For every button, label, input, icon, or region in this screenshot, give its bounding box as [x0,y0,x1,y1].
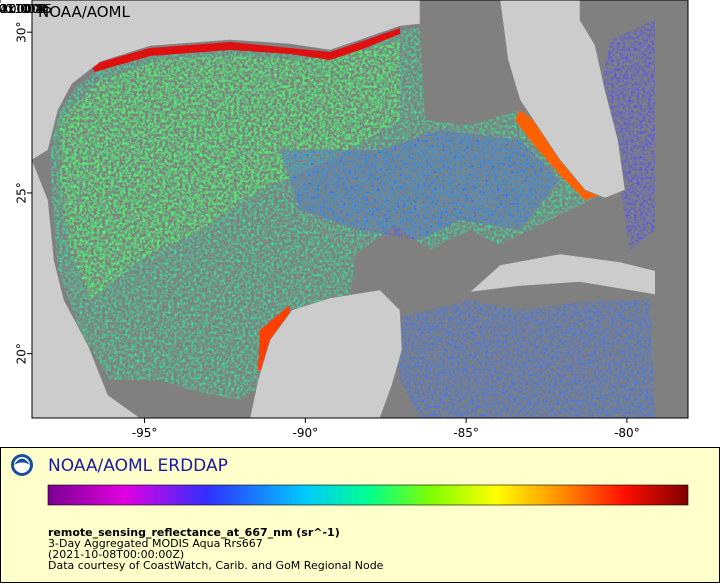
colorbar-ticks: 1x10^-52x10^-54x10^-50.00010.00020.00040… [0,0,52,16]
variable-name: remote_sensing_reflectance_at_667_nm (sr… [48,526,340,539]
credit: Data courtesy of CoastWatch, Carib. and … [48,559,384,572]
colorbar-tick-label: 0.001 [9,2,43,16]
colorbar-tick-label: 0.0001 [5,2,47,16]
lon-tick-label: -80° [614,426,640,440]
swath-blue-south [390,300,655,418]
logo-bird [14,458,30,465]
lat-tick-label: 20° [15,343,29,364]
ocean-edge [655,0,688,418]
axis-ticks: 30° 25° 20° -95° -90° -85° -80° [15,22,640,440]
watermark: NOAA/AOML [38,3,131,21]
map-area: NOAA/AOML [32,0,688,418]
land-cuba [469,253,688,301]
land-us [32,0,421,161]
lon-tick-label: -85° [453,426,479,440]
lat-tick-label: 25° [15,182,29,203]
noaa-logo [11,454,33,476]
swath-blue [280,130,560,240]
colorbar [47,484,689,506]
land [32,0,688,418]
time-label: (2021-10-08T00:00:00Z) [48,548,184,561]
swath-atlantic [600,20,655,250]
colorbar-tick-label: 0.004 [9,2,43,16]
land-florida [499,0,626,199]
colorbar-tick-label: 0.0004 [5,2,47,16]
colorbar-tick-label: 0.0002 [5,2,47,16]
land-yucatan [249,289,403,418]
colorbar-tick-label: 2x10^-5 [0,2,52,16]
colorbar-tick-label: 4x10^-5 [0,2,52,16]
colorbar-tick-label: 0.01 [0,2,14,16]
colorbar-tick-label: 0.002 [9,2,43,16]
dataset-name: 3-Day Aggregated MODIS Aqua Rrs667 [48,537,263,550]
colorbar-tick-label: 1x10^-5 [0,2,52,16]
brand-title: NOAA/AOML ERDDAP [48,456,228,476]
map-frame [31,0,689,419]
lat-tick-label: 30° [15,22,29,43]
coast-red-us [90,28,400,72]
lon-tick-label: -90° [293,426,319,440]
lon-tick-label: -95° [132,426,158,440]
land-mexico [32,159,141,418]
swath-lime [60,40,400,300]
